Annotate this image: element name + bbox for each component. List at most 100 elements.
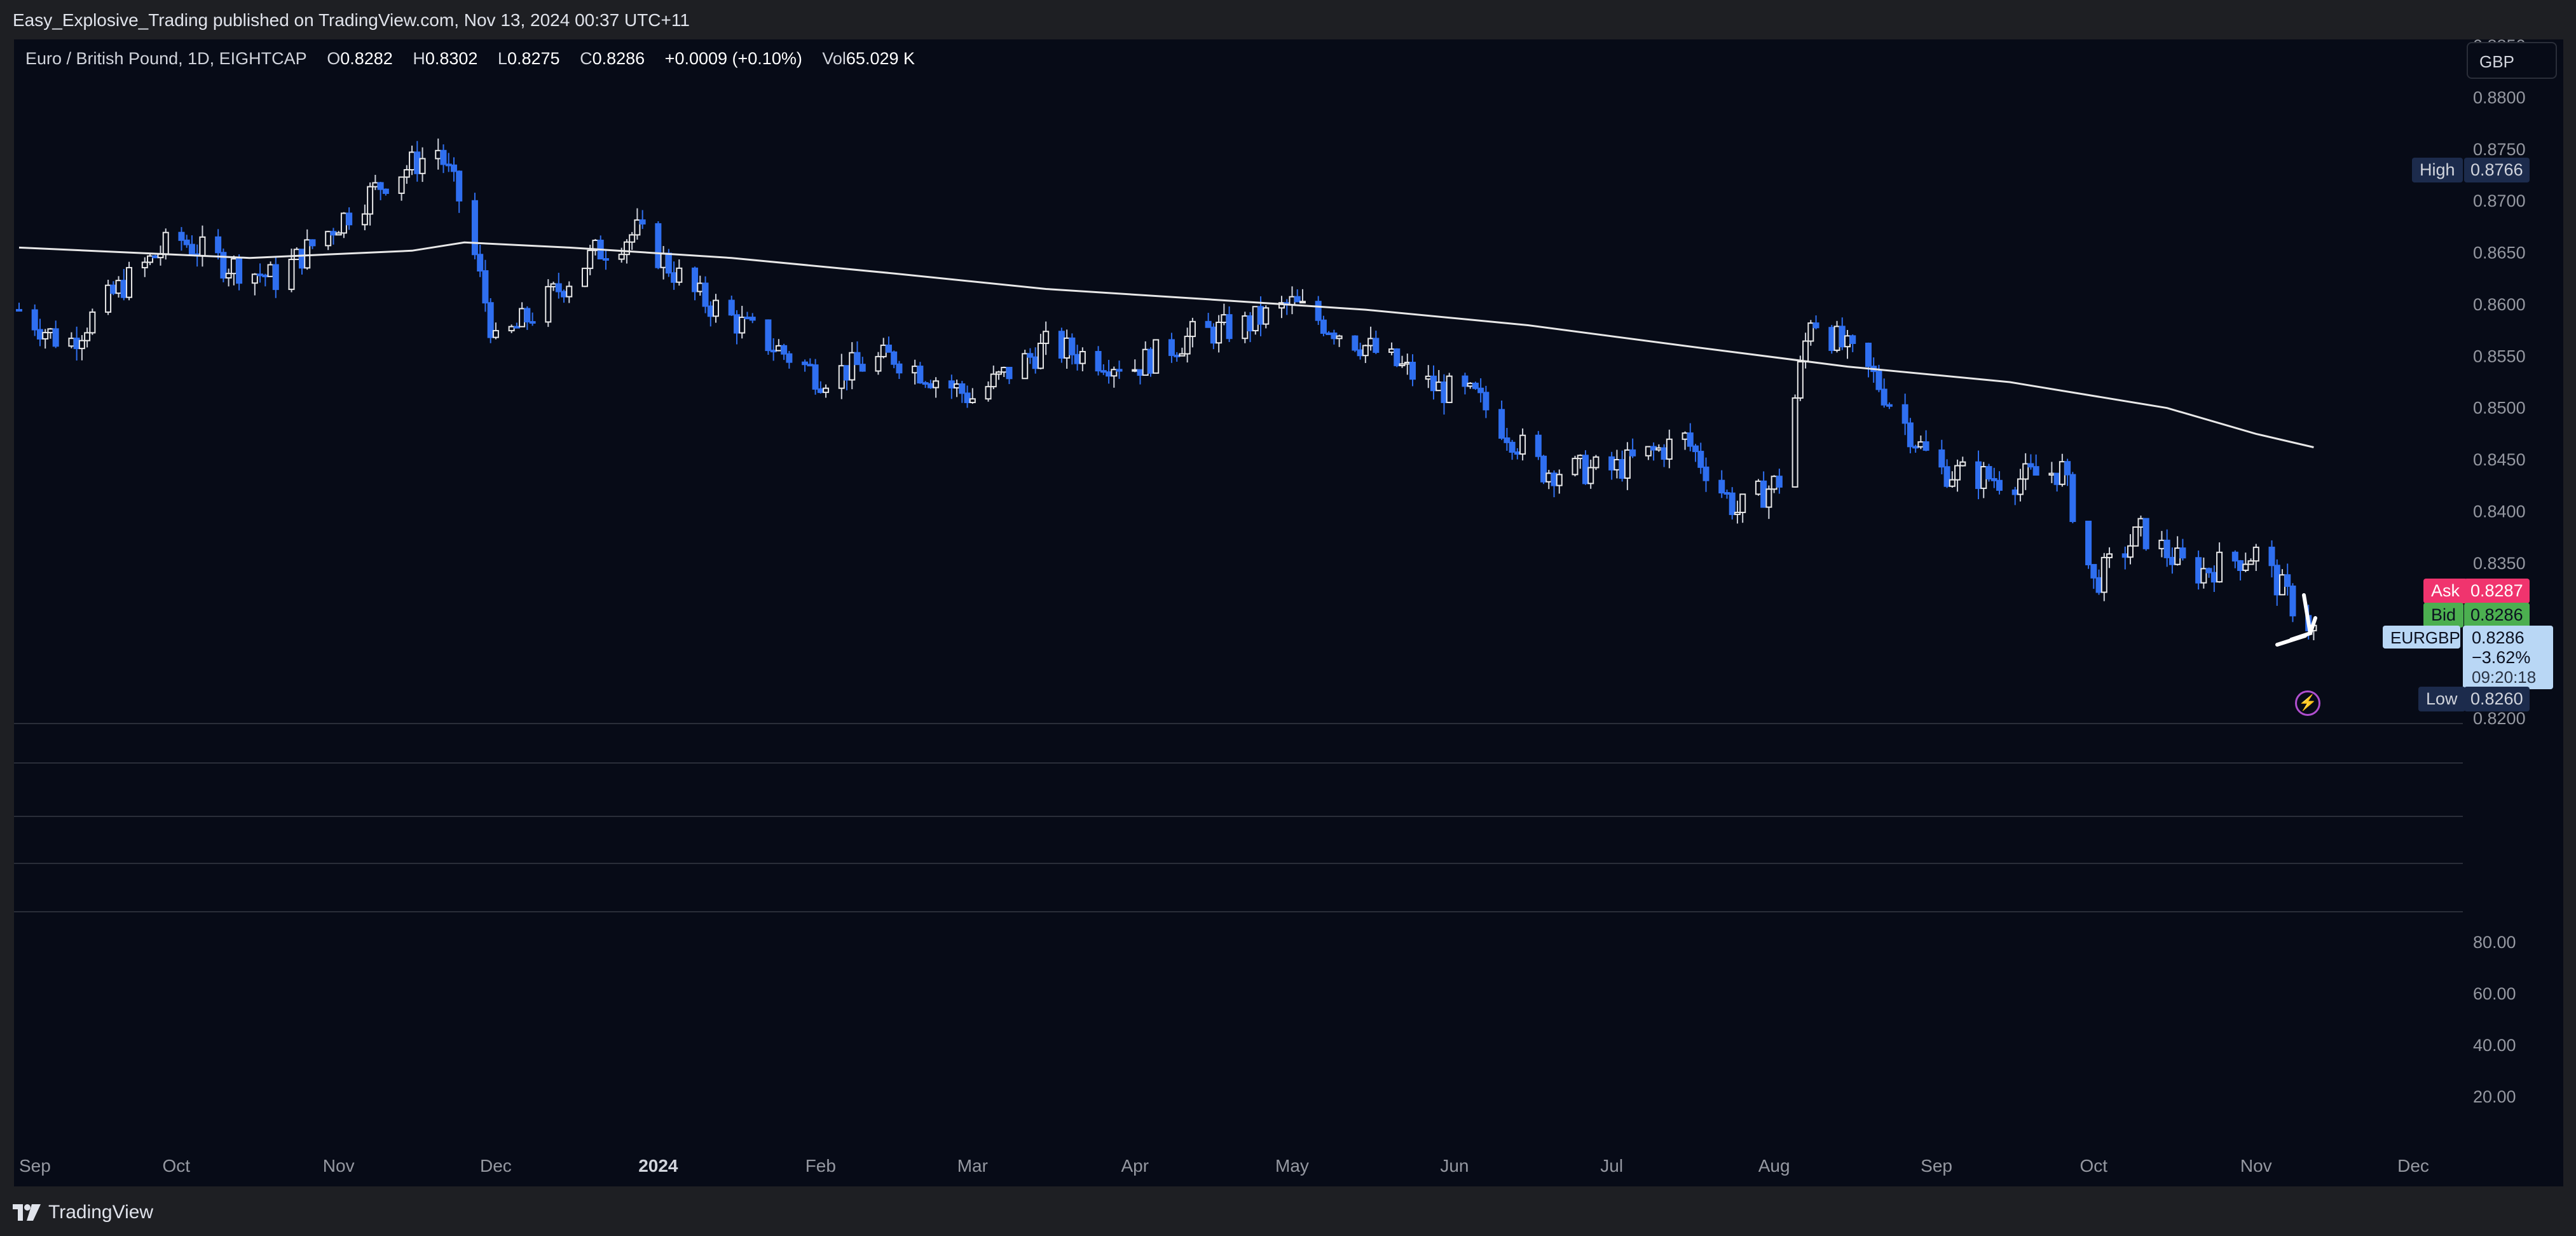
candle-up bbox=[2158, 539, 2165, 549]
tradingview-logo-icon bbox=[13, 1204, 41, 1221]
candle-up bbox=[587, 249, 594, 270]
candle-down bbox=[36, 329, 43, 340]
candle-up bbox=[550, 283, 557, 287]
candle-up bbox=[84, 332, 91, 341]
y-tick-label: 0.8600 bbox=[2473, 295, 2526, 314]
symbol-tag: EURGBP bbox=[2383, 626, 2460, 649]
candle-up bbox=[2174, 547, 2181, 565]
candle-up bbox=[288, 259, 295, 291]
candle-down bbox=[2053, 472, 2060, 485]
candle-down bbox=[1168, 339, 1175, 356]
candle-up bbox=[581, 268, 588, 287]
candle-down bbox=[1257, 306, 1264, 325]
candle-down bbox=[964, 392, 971, 404]
candle-up bbox=[293, 249, 300, 261]
currency-button[interactable]: GBP bbox=[2467, 42, 2557, 79]
candle-down bbox=[1812, 322, 1819, 329]
close-value: 0.8286 bbox=[592, 49, 645, 68]
candle-down bbox=[639, 219, 646, 225]
candle-down bbox=[220, 252, 227, 279]
candle-up bbox=[1367, 338, 1374, 347]
candle-up bbox=[508, 326, 515, 332]
candle-down bbox=[1650, 446, 1657, 451]
x-tick-label: Nov bbox=[2240, 1156, 2272, 1176]
bar-countdown: 09:20:18 bbox=[2472, 668, 2537, 687]
lightning-icon[interactable]: ⚡ bbox=[2295, 690, 2320, 716]
candle-down bbox=[1498, 409, 1505, 439]
candle-up bbox=[126, 266, 133, 298]
candle-down bbox=[2179, 547, 2186, 559]
y-tick-label: 0.8200 bbox=[2473, 709, 2526, 728]
candle-up bbox=[2106, 553, 2113, 558]
candle-up bbox=[78, 340, 85, 350]
candle-down bbox=[1535, 434, 1542, 457]
candle-down bbox=[1865, 343, 1872, 367]
candle-up bbox=[1577, 455, 1584, 460]
candle-down bbox=[802, 361, 809, 366]
candle-up bbox=[1917, 441, 1924, 448]
candle-down bbox=[215, 236, 222, 254]
candle-up bbox=[1064, 337, 1071, 359]
candle-down bbox=[1776, 476, 1783, 488]
candle-up bbox=[634, 219, 641, 236]
candle-down bbox=[561, 291, 568, 298]
candle-up bbox=[1587, 467, 1594, 484]
candle-up bbox=[566, 285, 573, 298]
candle-up bbox=[1079, 351, 1086, 364]
candle-up bbox=[1467, 382, 1474, 387]
candle-down bbox=[749, 317, 756, 321]
candle-up bbox=[340, 212, 347, 234]
candle-up bbox=[162, 231, 169, 255]
candle-up bbox=[105, 284, 112, 313]
x-tick-label: Sep bbox=[1921, 1156, 1952, 1176]
candle-up bbox=[985, 386, 992, 400]
candle-down bbox=[482, 270, 489, 304]
candle-up bbox=[403, 169, 410, 178]
candle-down bbox=[812, 364, 819, 390]
top-bar: Easy_Explosive_Trading published on Trad… bbox=[0, 0, 2576, 39]
candle-up bbox=[1299, 301, 1306, 304]
candle-up bbox=[954, 383, 961, 389]
last-price: 0.8286 bbox=[2472, 628, 2525, 647]
candle-up bbox=[2200, 568, 2207, 584]
candle-up bbox=[1755, 480, 1762, 495]
candle-up bbox=[713, 299, 720, 317]
candle-up bbox=[912, 366, 919, 374]
candle-up bbox=[1954, 465, 1961, 481]
chart-area[interactable]: 0.88500.88000.87500.87000.86500.86000.85… bbox=[14, 39, 2563, 1186]
candle-up bbox=[1545, 472, 1552, 483]
candle-up bbox=[519, 308, 526, 327]
candle-down bbox=[854, 352, 861, 366]
x-tick-label: Nov bbox=[323, 1156, 355, 1176]
candle-down bbox=[807, 364, 814, 367]
candle-up bbox=[1980, 466, 1987, 490]
candle-down bbox=[330, 231, 337, 236]
high-tag-value: 0.8766 bbox=[2464, 158, 2530, 182]
candle-up bbox=[325, 231, 332, 247]
price-chart[interactable]: 0.88500.88000.87500.87000.86500.86000.85… bbox=[14, 39, 2563, 1186]
candle-down bbox=[73, 338, 80, 350]
candle-down bbox=[1027, 353, 1034, 358]
candle-down bbox=[1828, 327, 1835, 351]
low-tag-value: 0.8260 bbox=[2464, 687, 2530, 711]
candle-down bbox=[178, 231, 185, 241]
candle-down bbox=[1032, 356, 1039, 369]
candle-down bbox=[1687, 432, 1694, 447]
candle-down bbox=[2121, 553, 2128, 558]
candle-down bbox=[1116, 369, 1123, 372]
candle-down bbox=[859, 364, 866, 372]
candle-down bbox=[1095, 351, 1102, 372]
candle-down bbox=[2284, 574, 2291, 587]
bottom-bar bbox=[0, 1186, 2576, 1236]
x-tick-label: Mar bbox=[957, 1156, 988, 1176]
candle-up bbox=[47, 328, 54, 334]
candle-down bbox=[471, 200, 478, 256]
tradingview-logo[interactable]: TradingView bbox=[13, 1202, 153, 1223]
y-tick-label: 0.8450 bbox=[2473, 450, 2526, 469]
candle-down bbox=[1373, 338, 1380, 353]
candle-down bbox=[31, 309, 38, 331]
candle-up bbox=[849, 352, 856, 381]
candle-down bbox=[1441, 381, 1448, 403]
candle-up bbox=[618, 254, 625, 260]
candle-down bbox=[1409, 362, 1416, 380]
